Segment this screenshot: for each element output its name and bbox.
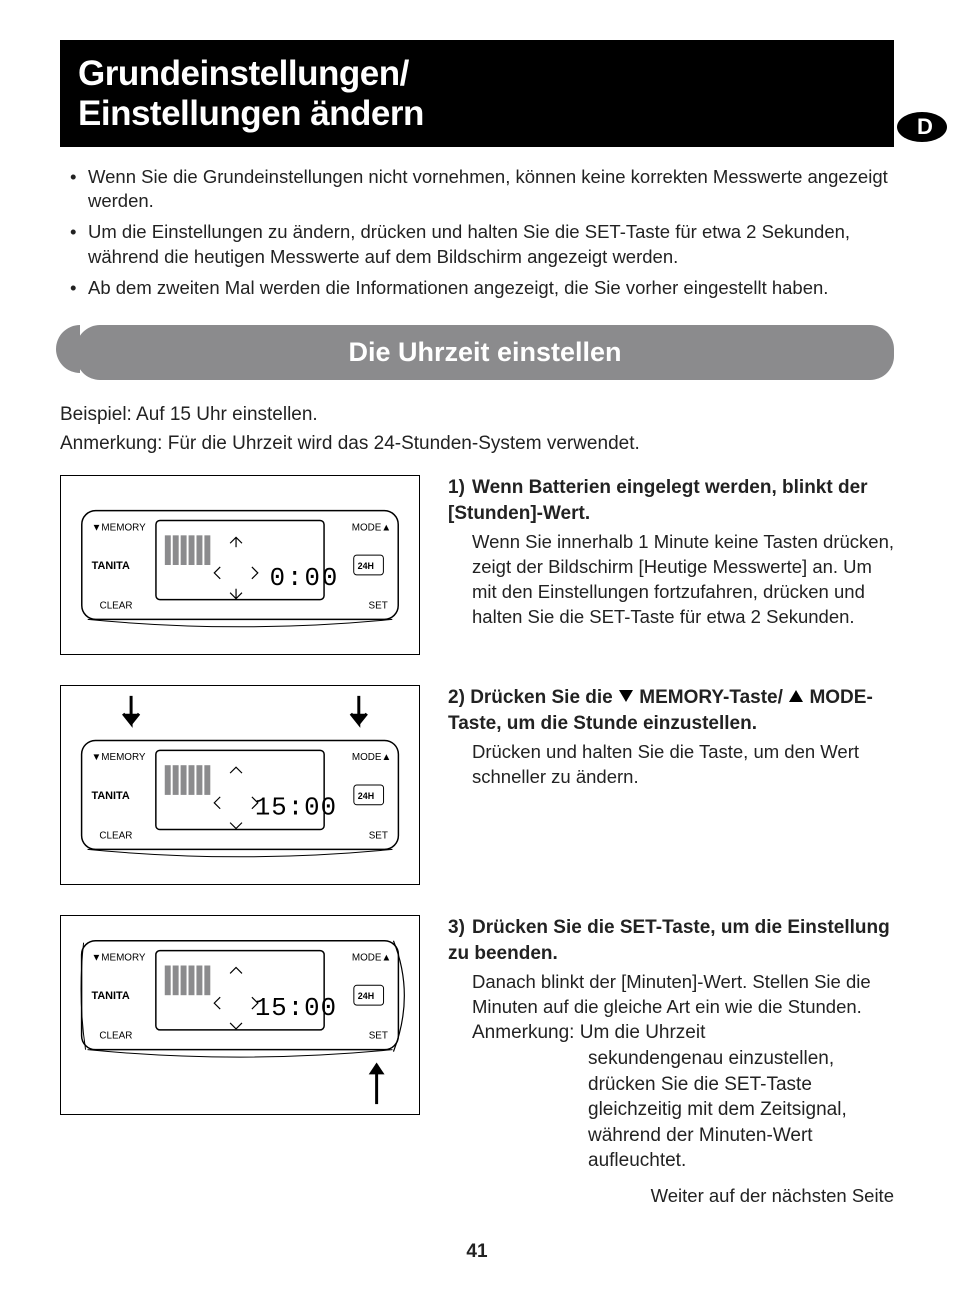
- svg-text:0:00: 0:00: [270, 564, 340, 593]
- svg-text:SET: SET: [369, 601, 388, 612]
- svg-text:24H: 24H: [358, 561, 374, 571]
- language-badge: D: [895, 110, 949, 144]
- svg-text:24H: 24H: [358, 991, 374, 1001]
- device-figure-2: 15:00 ▼MEMORY MODE▲ TANITA CLEAR SET 24H: [60, 685, 420, 885]
- svg-text:24H: 24H: [358, 791, 374, 801]
- step-1-row: 0:00 ▼MEMORY MODE▲ TANITA CLEAR SET 24H …: [60, 475, 894, 655]
- intro-item: Um die Einstellungen zu ändern, drücken …: [70, 220, 894, 270]
- continue-line: Weiter auf der nächsten Seite: [60, 1184, 894, 1209]
- triangle-down-icon: [618, 689, 634, 703]
- device-figure-3: 15:00 ▼MEMORY MODE▲ TANITA CLEAR SET 24H: [60, 915, 420, 1174]
- step-number: 3): [448, 915, 472, 941]
- svg-text:▼MEMORY: ▼MEMORY: [92, 752, 146, 763]
- step-3-note: Anmerkung: Um die Uhrzeit sekundengenau …: [472, 1020, 894, 1174]
- title-line1: Grundeinstellungen/: [78, 54, 409, 93]
- svg-text:D: D: [917, 114, 933, 139]
- step-3-text: 3)Drücken Sie die SET-Taste, um die Eins…: [448, 915, 894, 1174]
- step-number: 1): [448, 475, 472, 501]
- step-3-body1: Danach blinkt der [Minuten]-Wert. Stelle…: [472, 970, 894, 1020]
- subheader-pill: Die Uhrzeit einstellen: [76, 325, 894, 379]
- step2-mid1: MEMORY-Taste/: [634, 687, 788, 708]
- svg-text:CLEAR: CLEAR: [100, 601, 133, 612]
- step-1-text: 1)Wenn Batterien eingelegt werden, blink…: [448, 475, 894, 655]
- svg-text:MODE▲: MODE▲: [352, 522, 391, 533]
- svg-text:15:00: 15:00: [255, 994, 337, 1023]
- device-figure-1: 0:00 ▼MEMORY MODE▲ TANITA CLEAR SET 24H: [60, 475, 420, 655]
- step-3-title: Drücken Sie die SET-Taste, um die Einste…: [448, 917, 890, 964]
- svg-text:MODE▲: MODE▲: [352, 953, 391, 964]
- title-line2: Einstellungen ändern: [78, 94, 424, 133]
- svg-text:MODE▲: MODE▲: [352, 752, 391, 763]
- svg-text:15:00: 15:00: [255, 794, 337, 823]
- note-line: Anmerkung: Für die Uhrzeit wird das 24-S…: [60, 431, 894, 457]
- page-title: Grundeinstellungen/ Einstellungen ändern: [78, 54, 876, 135]
- section-subheader: Die Uhrzeit einstellen: [60, 325, 894, 379]
- note-first: Um die Uhrzeit: [580, 1022, 706, 1043]
- step-3-row: 15:00 ▼MEMORY MODE▲ TANITA CLEAR SET 24H…: [60, 915, 894, 1174]
- svg-text:TANITA: TANITA: [92, 560, 130, 572]
- example-line: Beispiel: Auf 15 Uhr einstellen.: [60, 402, 894, 428]
- page-number: 41: [60, 1239, 894, 1265]
- step-number: 2): [448, 687, 465, 708]
- step-1-title: Wenn Batterien eingelegt werden, blinkt …: [448, 477, 868, 524]
- step-2-body: Drücken und halten Sie die Taste, um den…: [472, 740, 894, 790]
- svg-text:CLEAR: CLEAR: [99, 1031, 132, 1042]
- svg-text:▼MEMORY: ▼MEMORY: [92, 522, 146, 533]
- svg-text:SET: SET: [369, 831, 388, 842]
- intro-item: Wenn Sie die Grundeinstellungen nicht vo…: [70, 165, 894, 215]
- step-2-row: 15:00 ▼MEMORY MODE▲ TANITA CLEAR SET 24H…: [60, 685, 894, 885]
- svg-text:SET: SET: [369, 1031, 388, 1042]
- triangle-up-icon: [788, 689, 804, 703]
- subheader-stub: [56, 325, 80, 373]
- step-2-text: 2) Drücken Sie die MEMORY-Taste/ MODE-Ta…: [448, 685, 894, 885]
- note-body: sekundengenau einzustellen, drücken Sie …: [588, 1046, 894, 1174]
- intro-bullets: Wenn Sie die Grundeinstellungen nicht vo…: [60, 165, 894, 302]
- svg-text:▼MEMORY: ▼MEMORY: [92, 953, 146, 964]
- step-1-body: Wenn Sie innerhalb 1 Minute keine Tasten…: [472, 530, 894, 630]
- step2-pre: Drücken Sie die: [470, 687, 618, 708]
- svg-text:CLEAR: CLEAR: [99, 831, 132, 842]
- svg-text:TANITA: TANITA: [92, 790, 130, 802]
- svg-text:TANITA: TANITA: [92, 990, 130, 1002]
- page-title-block: D Grundeinstellungen/ Einstellungen ände…: [60, 40, 894, 147]
- intro-item: Ab dem zweiten Mal werden die Informatio…: [70, 276, 894, 301]
- note-label: Anmerkung:: [472, 1022, 580, 1043]
